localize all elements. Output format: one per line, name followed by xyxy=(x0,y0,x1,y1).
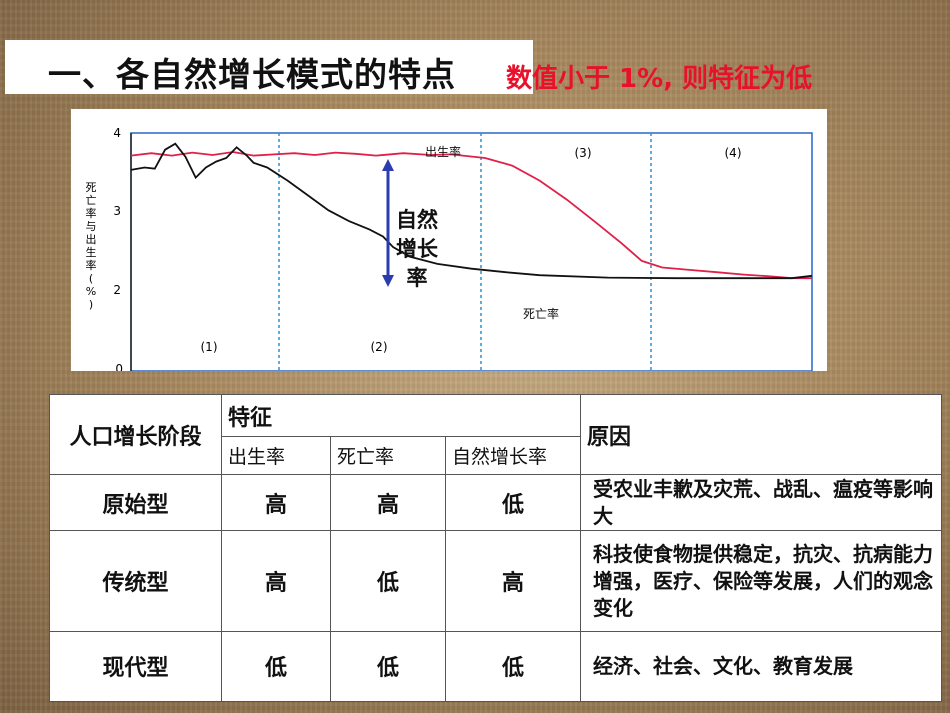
y-tick-label: 4 xyxy=(113,126,121,140)
death-rate-label: 死亡率 xyxy=(523,306,559,321)
y-axis-label: 死亡率与出生率(%) xyxy=(86,181,97,311)
row-birth: 高 xyxy=(221,474,331,532)
stage-label: (3) xyxy=(575,146,592,160)
series-line-birth-rate xyxy=(130,151,812,280)
row-death: 低 xyxy=(330,530,446,632)
growth-mode-table: 人口增长阶段 特征 原因 出生率 死亡率 自然增长率 原始型 高 高 低 受农业… xyxy=(49,393,943,703)
row-death: 高 xyxy=(330,474,446,532)
row-reason: 科技使食物提供稳定，抗灾、抗病能力增强，医疗、保险等发展，人们的观念变化 xyxy=(580,530,943,632)
plot-frame xyxy=(130,132,813,371)
header-birth-rate: 出生率 xyxy=(221,436,331,476)
birth-rate-label: 出生率 xyxy=(425,144,461,159)
series-line-death-rate xyxy=(130,142,813,280)
row-growth: 低 xyxy=(444,630,582,703)
title-note: 数值小于 1%, 则特征为低 xyxy=(506,64,813,94)
row-stage: 传统型 xyxy=(49,530,222,632)
header-natural-growth: 自然增长率 xyxy=(444,436,582,476)
y-tick-label: 2 xyxy=(113,283,121,297)
page-title: 一、各自然增长模式的特点 xyxy=(48,55,456,94)
arrow-head-down xyxy=(382,275,394,287)
chart-svg: 4 3 2 0 死亡率与出生率(%) 出生率 死亡率 自然增长率 (1) (2)… xyxy=(86,126,813,371)
row-reason: 经济、社会、文化、教育发展 xyxy=(580,630,943,703)
row-death: 低 xyxy=(330,630,446,703)
stage-label: (1) xyxy=(201,340,218,354)
table-row: 原始型 高 高 低 受农业丰歉及灾荒、战乱、瘟疫等影响大 xyxy=(49,474,943,532)
header-death-rate: 死亡率 xyxy=(330,436,446,476)
header-reason: 原因 xyxy=(580,393,943,476)
population-chart: 4 3 2 0 死亡率与出生率(%) 出生率 死亡率 自然增长率 (1) (2)… xyxy=(71,109,827,371)
row-growth: 低 xyxy=(444,474,582,532)
natural-growth-label: 自然增长率 xyxy=(396,208,439,290)
row-reason: 受农业丰歉及灾荒、战乱、瘟疫等影响大 xyxy=(580,474,943,532)
header-stage: 人口增长阶段 xyxy=(49,393,222,476)
table-row: 现代型 低 低 低 经济、社会、文化、教育发展 xyxy=(49,630,943,703)
row-stage: 现代型 xyxy=(49,630,222,703)
row-birth: 低 xyxy=(221,630,331,703)
title-banner xyxy=(5,40,533,94)
table-row: 传统型 高 低 高 科技使食物提供稳定，抗灾、抗病能力增强，医疗、保险等发展，人… xyxy=(49,530,943,632)
y-tick-label: 3 xyxy=(113,204,121,218)
stage-label: (2) xyxy=(371,340,388,354)
header-features: 特征 xyxy=(220,393,582,438)
arrow-head-up xyxy=(382,159,394,171)
row-stage: 原始型 xyxy=(49,474,222,532)
row-birth: 高 xyxy=(221,530,331,632)
row-growth: 高 xyxy=(444,530,582,632)
stage-label: (4) xyxy=(725,146,742,160)
y-tick-label: 0 xyxy=(115,362,123,371)
